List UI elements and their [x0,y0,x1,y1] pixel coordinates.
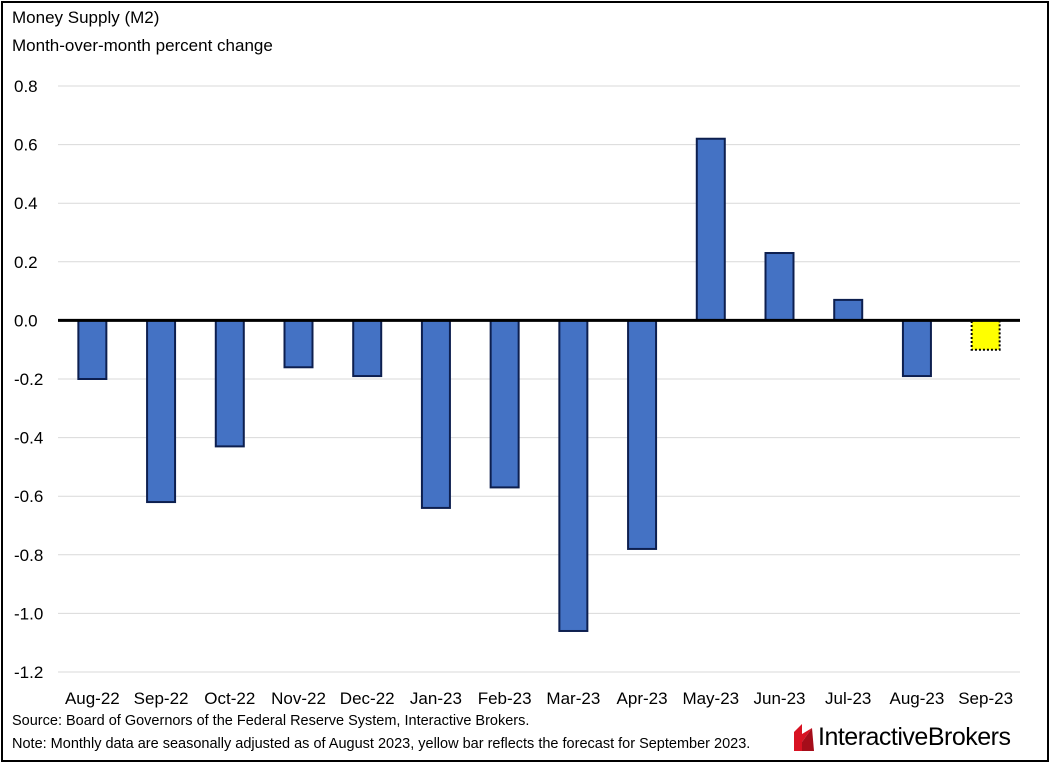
x-tick-label: Mar-23 [546,689,600,708]
interactive-brokers-logo: InteractiveBrokers [790,722,1011,752]
x-tick-label: Dec-22 [340,689,395,708]
y-tick-label: -0.6 [14,487,43,506]
source-note: Source: Board of Governors of the Federa… [12,713,530,729]
y-tick-label: 0.0 [14,311,38,330]
bar [627,319,658,550]
bar [901,319,932,378]
data-note: Note: Monthly data are seasonally adjust… [12,736,751,752]
chart-subtitle: Month-over-month percent change [12,36,273,55]
interactive-brokers-logo-icon [794,724,814,751]
logo-wordmark: InteractiveBrokers [818,722,1011,752]
x-tick-label: Apr-23 [617,689,668,708]
x-tick-label: Sep-22 [134,689,189,708]
y-tick-label: -0.4 [14,429,43,448]
y-tick-label: 0.4 [14,194,38,213]
x-tick-label: May-23 [682,689,739,708]
logo-word-brokers: Brokers [927,722,1011,751]
x-tick-label: Nov-22 [271,689,326,708]
grid-lines [58,85,1020,673]
y-tick-label: -0.2 [14,370,43,389]
y-axis: 0.8 0.6 0.4 0.2 0.0 -0.2 -0.4 -0.6 -0.8 -1.0 -1.2 [14,77,43,682]
x-tick-label: Jul-23 [825,689,871,708]
bar [352,319,383,378]
bar [695,137,726,322]
bar [214,319,245,448]
bar [558,319,589,632]
y-tick-label: -1.2 [14,663,43,682]
y-tick-label: -1.0 [14,604,43,623]
bar [146,319,177,504]
bar [283,319,314,369]
y-tick-label: 0.6 [14,136,38,155]
x-tick-label: Feb-23 [478,689,532,708]
x-tick-label: Oct-22 [204,689,255,708]
logo-word-interactive: Interactive [818,722,928,751]
bar [489,319,520,489]
x-tick-label: Jun-23 [754,689,806,708]
bar [420,319,451,509]
x-tick-label: Sep-23 [958,689,1013,708]
y-tick-label: 0.2 [14,253,38,272]
y-tick-label: 0.8 [14,77,38,96]
bar [764,252,795,322]
x-tick-label: Aug-22 [65,689,120,708]
forecast-bar [970,319,1001,351]
bar [833,298,864,322]
x-tick-label: Aug-23 [890,689,945,708]
x-tick-label: Jan-23 [410,689,462,708]
bars [77,137,1001,632]
chart-title: Money Supply (M2) [12,8,160,27]
y-tick-label: -0.8 [14,546,43,565]
bar [77,319,108,380]
x-axis: Aug-22 Sep-22 Oct-22 Nov-22 Dec-22 Jan-23 Feb-… [65,689,1013,708]
